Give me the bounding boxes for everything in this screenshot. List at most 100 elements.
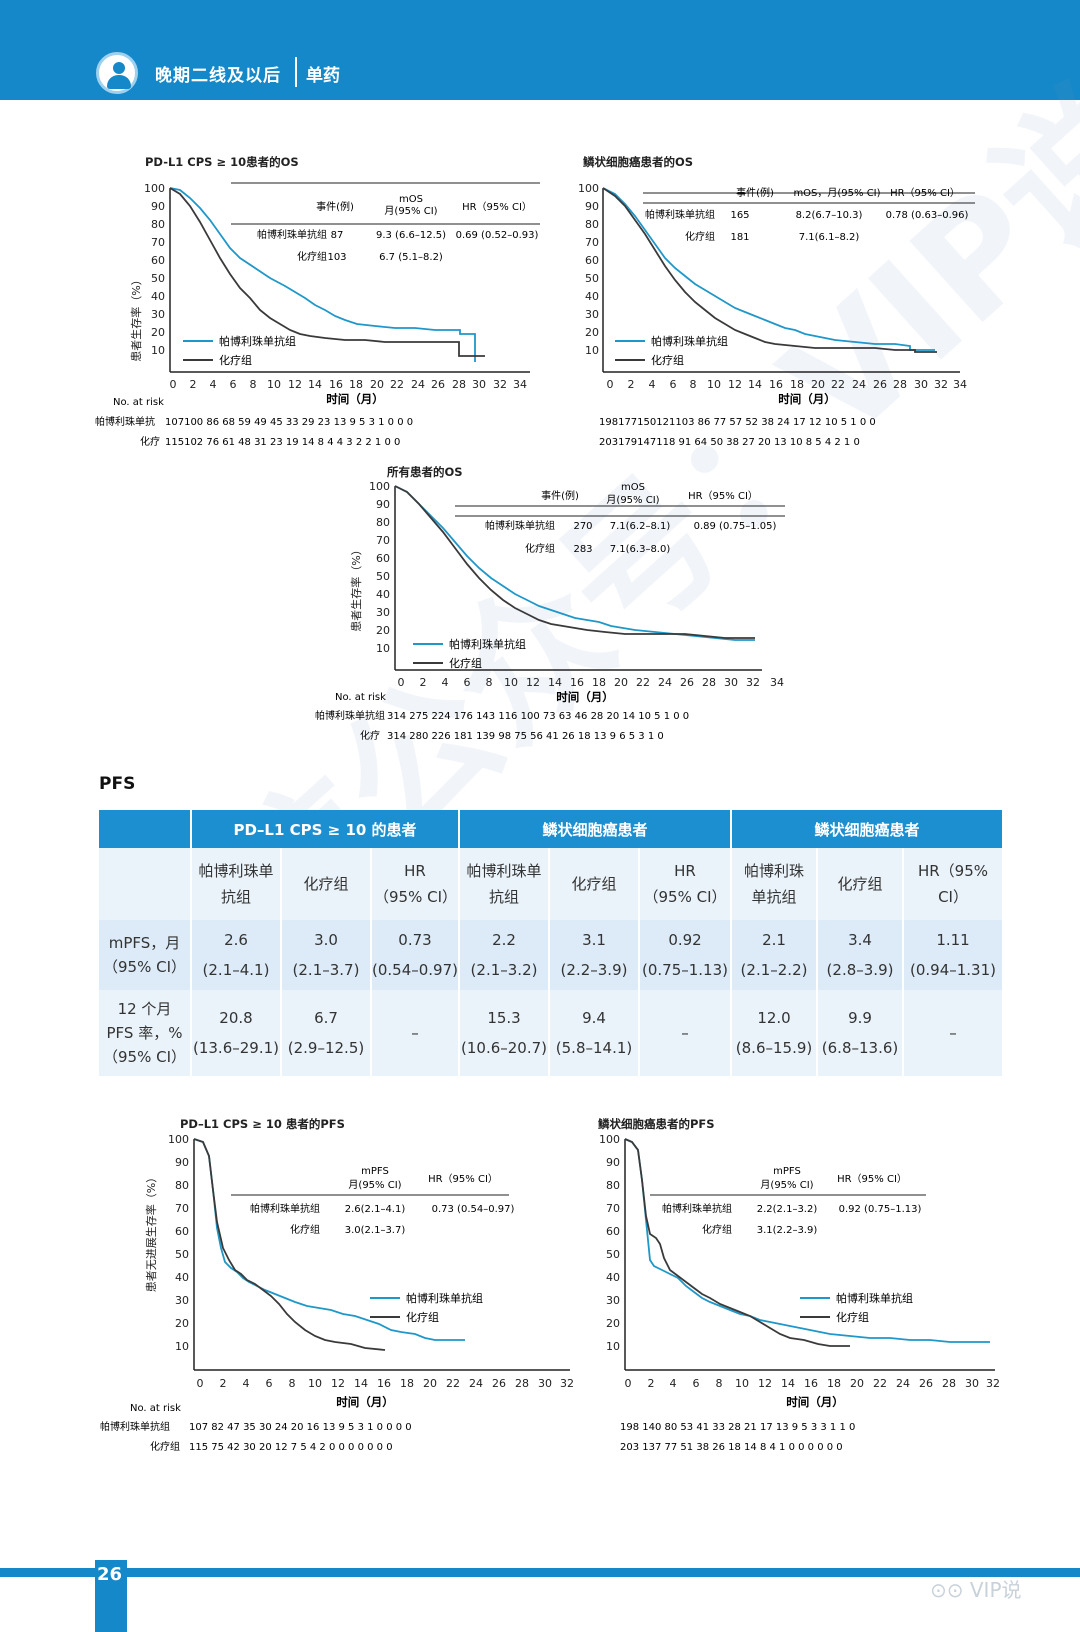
svg-text:No. at risk: No. at risk xyxy=(335,692,386,703)
svg-text:80: 80 xyxy=(151,218,165,231)
svg-text:16: 16 xyxy=(329,378,343,391)
svg-text:2.2(2.1–3.2): 2.2(2.1–3.2) xyxy=(757,1204,818,1215)
svg-text:34: 34 xyxy=(953,378,967,391)
svg-text:3.1(2.2–3.9): 3.1(2.2–3.9) xyxy=(757,1225,818,1236)
subheader-cell: 帕博利珠单抗组 xyxy=(731,848,819,920)
svg-text:14: 14 xyxy=(308,378,322,391)
svg-text:165: 165 xyxy=(730,210,749,221)
svg-text:2: 2 xyxy=(220,1377,227,1390)
svg-text:22: 22 xyxy=(831,378,845,391)
page-header: 晚期二线及以后 单药 xyxy=(0,0,1080,100)
svg-text:7.1(6.3–8.0): 7.1(6.3–8.0) xyxy=(610,544,671,555)
svg-text:10: 10 xyxy=(376,642,390,655)
svg-text:30: 30 xyxy=(724,676,738,689)
svg-text:20: 20 xyxy=(370,378,384,391)
svg-text:115102 76 61 48 31 23 19: 115102 76 61 48 31 23 19 14 8 4 4 3 2 2 … xyxy=(165,437,400,448)
svg-text:化疗组: 化疗组 xyxy=(525,542,555,555)
svg-text:18: 18 xyxy=(349,378,363,391)
table-cell: 0.92 (0.75–1.13) xyxy=(639,920,733,990)
svg-text:314 275 224 176 143 116 100 7: 314 275 224 176 143 116 100 73 63 46 28 … xyxy=(387,711,689,722)
svg-text:203179147118 91 64 50 38 2: 203179147118 91 64 50 38 27 20 13 10 8 5… xyxy=(599,437,860,448)
group-header: PD–L1 CPS ≥ 10 的患者 xyxy=(191,810,461,848)
svg-text:90: 90 xyxy=(585,200,599,213)
svg-text:HR（95% CI）: HR（95% CI） xyxy=(428,1173,498,1185)
svg-text:0.69 (0.52–0.93): 0.69 (0.52–0.93) xyxy=(456,230,539,241)
svg-text:32: 32 xyxy=(560,1377,574,1390)
svg-text:90: 90 xyxy=(151,200,165,213)
svg-text:mOS: mOS xyxy=(621,482,645,493)
svg-text:6.7 (5.1–8.2): 6.7 (5.1–8.2) xyxy=(379,252,443,263)
svg-text:50: 50 xyxy=(606,1248,620,1261)
table-cell: – xyxy=(371,990,461,1076)
table-cell: – xyxy=(903,990,1005,1076)
svg-text:化疗组: 化疗组 xyxy=(297,250,327,263)
svg-text:24: 24 xyxy=(411,378,425,391)
curve-pembrolizumab xyxy=(169,187,476,362)
svg-text:事件(例): 事件(例) xyxy=(316,200,354,213)
svg-text:60: 60 xyxy=(376,552,390,565)
pfs-heading: PFS xyxy=(99,774,136,794)
svg-text:帕博利珠单抗组: 帕博利珠单抗组 xyxy=(836,1291,913,1305)
svg-text:0.92 (0.75–1.13): 0.92 (0.75–1.13) xyxy=(839,1204,922,1215)
svg-text:40: 40 xyxy=(151,290,165,303)
svg-text:12: 12 xyxy=(331,1377,345,1390)
svg-text:HR（95% CI）: HR（95% CI） xyxy=(462,201,532,213)
svg-text:化疗: 化疗 xyxy=(360,729,380,742)
svg-text:4: 4 xyxy=(670,1377,677,1390)
svg-text:34: 34 xyxy=(513,378,527,391)
svg-text:化疗组: 化疗组 xyxy=(406,1310,439,1324)
svg-text:22: 22 xyxy=(390,378,404,391)
svg-text:4: 4 xyxy=(243,1377,250,1390)
svg-text:4: 4 xyxy=(442,676,449,689)
wechat-label: ⊙⊙ VIP说 xyxy=(930,1578,1022,1602)
y-axis-label: 患者生存率（%） xyxy=(129,274,143,361)
pfs-table: PD–L1 CPS ≥ 10 的患者 鳞状细胞癌患者 鳞状细胞癌患者 帕博利珠单… xyxy=(99,810,1005,1076)
svg-text:化疗组: 化疗组 xyxy=(219,353,252,367)
svg-text:12: 12 xyxy=(288,378,302,391)
svg-text:月(95% CI): 月(95% CI) xyxy=(384,205,437,217)
svg-text:帕博利珠单抗组: 帕博利珠单抗组 xyxy=(257,228,327,241)
svg-text:26: 26 xyxy=(431,378,445,391)
svg-text:化疗组: 化疗组 xyxy=(702,1223,732,1236)
svg-text:帕博利珠单抗组: 帕博利珠单抗组 xyxy=(662,1202,732,1215)
svg-text:50: 50 xyxy=(376,570,390,583)
svg-text:20: 20 xyxy=(423,1377,437,1390)
svg-text:2: 2 xyxy=(628,378,635,391)
svg-text:化疗组: 化疗组 xyxy=(290,1223,320,1236)
km-plot-pfs-squamous: 鳞状细胞癌患者的PFS 100 90 80 70 60 50 40 30 20 … xyxy=(598,1117,1000,1453)
svg-text:8: 8 xyxy=(289,1377,296,1390)
svg-text:80: 80 xyxy=(175,1179,189,1192)
svg-text:鳞状细胞癌患者的OS: 鳞状细胞癌患者的OS xyxy=(583,155,693,169)
svg-text:8: 8 xyxy=(690,378,697,391)
svg-text:7.1(6.1–8.2): 7.1(6.1–8.2) xyxy=(799,232,860,243)
svg-text:10: 10 xyxy=(151,344,165,357)
svg-text:10: 10 xyxy=(606,1340,620,1353)
svg-text:60: 60 xyxy=(151,254,165,267)
section-subtitle: 单药 xyxy=(306,66,340,86)
subheader-cell: HR （95% CI） xyxy=(639,848,733,920)
svg-text:40: 40 xyxy=(376,588,390,601)
svg-text:26: 26 xyxy=(680,676,694,689)
svg-text:6: 6 xyxy=(693,1377,700,1390)
page-number-tab: 26 xyxy=(95,1560,127,1632)
svg-text:203 137 77 51 38 26 1: 203 137 77 51 38 26 18 14 8 4 1 0 0 0 0 … xyxy=(620,1442,843,1453)
svg-text:6: 6 xyxy=(670,378,677,391)
svg-text:mOS: mOS xyxy=(399,194,423,205)
svg-text:20: 20 xyxy=(175,1317,189,1330)
km-plot-os-squamous: 鳞状细胞癌患者的OS 100 90 80 70 60 50 40 30 20 1… xyxy=(578,155,975,448)
svg-text:107 82 47 35 30 24: 107 82 47 35 30 24 20 16 13 9 5 3 1 0 0 … xyxy=(189,1422,412,1433)
table-cell: – xyxy=(639,990,733,1076)
svg-text:28: 28 xyxy=(893,378,907,391)
table-cell: 3.4 (2.8–3.9) xyxy=(817,920,905,990)
svg-text:16: 16 xyxy=(377,1377,391,1390)
svg-text:181: 181 xyxy=(730,232,749,243)
svg-text:帕博利珠单抗组: 帕博利珠单抗组 xyxy=(406,1291,483,1305)
svg-text:所有患者的OS: 所有患者的OS xyxy=(387,465,463,479)
svg-text:40: 40 xyxy=(585,290,599,303)
svg-text:22: 22 xyxy=(446,1377,460,1390)
svg-text:2.6(2.1–4.1): 2.6(2.1–4.1) xyxy=(345,1204,406,1215)
svg-text:4: 4 xyxy=(210,378,217,391)
table-cell: 2.6 (2.1–4.1) xyxy=(191,920,282,990)
svg-text:30: 30 xyxy=(376,606,390,619)
svg-text:鳞状细胞癌患者的PFS: 鳞状细胞癌患者的PFS xyxy=(598,1117,715,1131)
